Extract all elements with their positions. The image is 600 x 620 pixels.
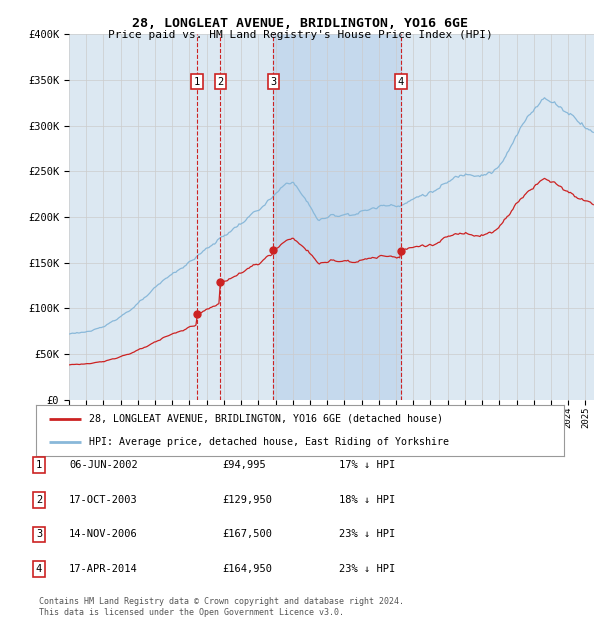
Text: 4: 4 [36,564,42,574]
Text: £164,950: £164,950 [222,564,272,574]
Text: 14-NOV-2006: 14-NOV-2006 [69,529,138,539]
Text: £167,500: £167,500 [222,529,272,539]
Text: 3: 3 [36,529,42,539]
Text: 1: 1 [194,77,200,87]
Text: 17-OCT-2003: 17-OCT-2003 [69,495,138,505]
Text: 23% ↓ HPI: 23% ↓ HPI [339,529,395,539]
Text: £129,950: £129,950 [222,495,272,505]
Text: 1: 1 [36,460,42,470]
Text: 23% ↓ HPI: 23% ↓ HPI [339,564,395,574]
Text: 3: 3 [270,77,277,87]
Text: 18% ↓ HPI: 18% ↓ HPI [339,495,395,505]
Text: 28, LONGLEAT AVENUE, BRIDLINGTON, YO16 6GE: 28, LONGLEAT AVENUE, BRIDLINGTON, YO16 6… [132,17,468,30]
Text: £94,995: £94,995 [222,460,266,470]
Text: 06-JUN-2002: 06-JUN-2002 [69,460,138,470]
Bar [274,34,401,400]
Text: 2: 2 [217,77,223,87]
Text: Price paid vs. HM Land Registry's House Price Index (HPI): Price paid vs. HM Land Registry's House … [107,30,493,40]
Text: Contains HM Land Registry data © Crown copyright and database right 2024.
This d: Contains HM Land Registry data © Crown c… [39,598,404,617]
Text: 4: 4 [398,77,404,87]
Text: 17-APR-2014: 17-APR-2014 [69,564,138,574]
Text: HPI: Average price, detached house, East Riding of Yorkshire: HPI: Average price, detached house, East… [89,437,449,447]
Text: 2: 2 [36,495,42,505]
Text: 28, LONGLEAT AVENUE, BRIDLINGTON, YO16 6GE (detached house): 28, LONGLEAT AVENUE, BRIDLINGTON, YO16 6… [89,414,443,423]
Text: 17% ↓ HPI: 17% ↓ HPI [339,460,395,470]
